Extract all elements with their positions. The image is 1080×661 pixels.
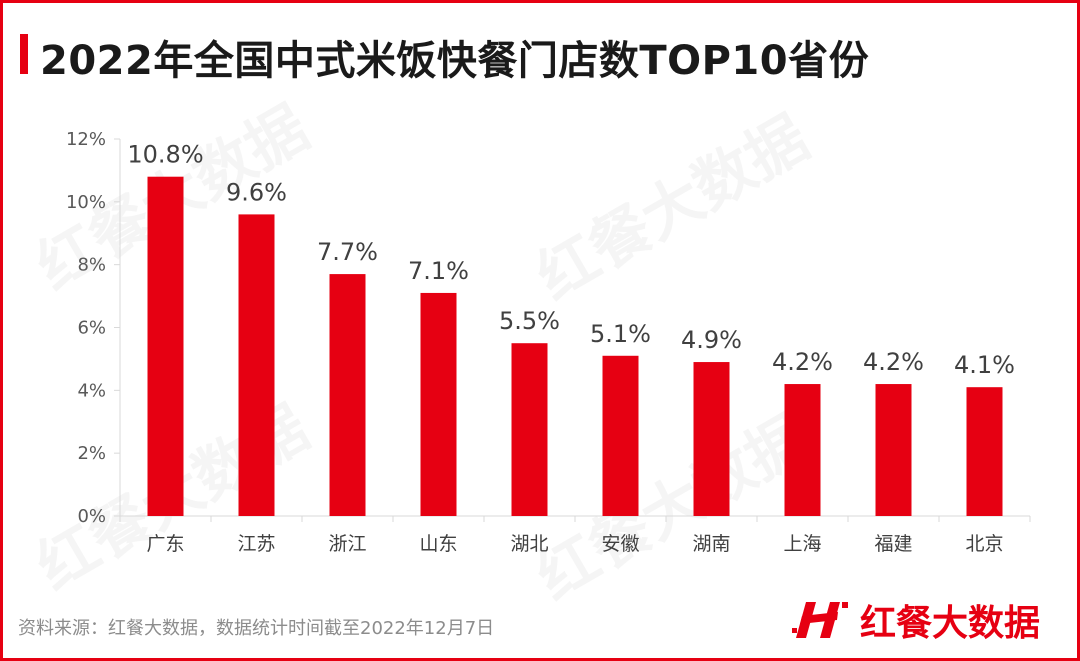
data-label: 5.1% [590,320,651,348]
bar [784,384,821,516]
y-tick-label: 0% [77,506,106,527]
data-label: 7.1% [408,257,469,285]
x-tick-label: 广东 [146,533,184,555]
brand-name: 红餐大数据 [860,603,1041,644]
data-label: 9.6% [226,178,287,206]
source-note: 资料来源：红餐大数据，数据统计时间截至2022年12月7日 [18,618,495,639]
bar [875,384,912,516]
y-tick-label: 12% [66,129,106,150]
data-label: 10.8% [127,141,203,169]
y-tick-label: 8% [77,255,106,276]
data-label: 4.2% [772,348,833,376]
data-label: 4.1% [954,351,1015,379]
brand-logo: 红餐大数据 [792,594,1040,646]
bar [602,355,639,516]
x-tick-label: 浙江 [328,533,366,555]
x-tick-label: 北京 [965,533,1003,555]
data-label: 4.9% [681,326,742,354]
bar [147,176,184,516]
x-tick-label: 江苏 [237,533,275,555]
title-accent-bar [20,34,28,74]
x-tick-label: 安徽 [601,533,639,555]
y-tick-label: 2% [77,443,106,464]
bar [420,292,457,516]
chart-title: 2022年全国中式米饭快餐门店数TOP10省份 [40,38,870,84]
y-tick-label: 6% [77,318,106,339]
x-tick-label: 山东 [419,533,457,555]
hongcan-logo-icon [792,602,848,638]
y-tick-label: 4% [77,380,106,401]
x-tick-label: 福建 [874,533,912,555]
bar [966,387,1003,516]
bar [511,343,548,516]
data-label: 5.5% [499,307,560,335]
bar [238,214,275,516]
data-label: 4.2% [863,348,924,376]
data-label: 7.7% [317,238,378,266]
x-tick-label: 湖北 [510,533,548,555]
bar [329,274,366,516]
bar [693,362,730,516]
y-tick-label: 10% [66,192,106,213]
x-tick-label: 上海 [783,533,821,555]
x-tick-label: 湖南 [692,533,730,555]
